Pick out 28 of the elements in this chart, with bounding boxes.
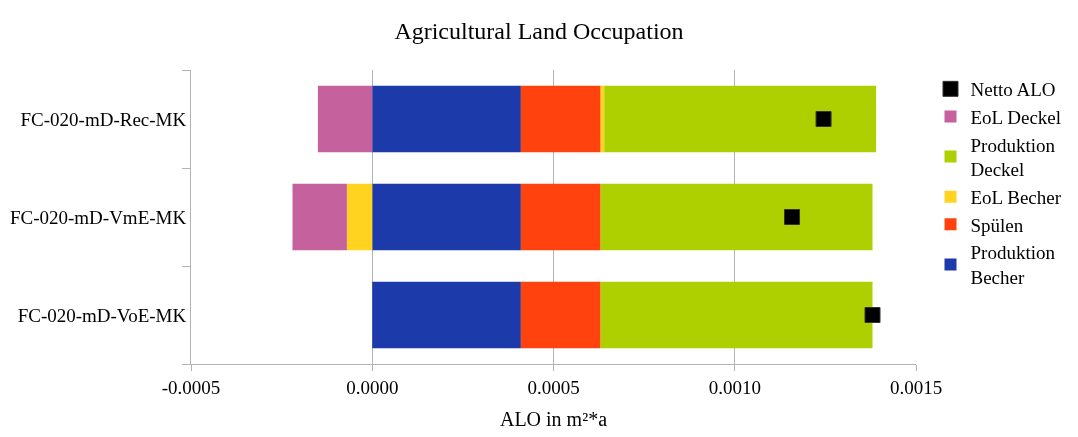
legend-label: EoL Deckel [970,106,1062,128]
bar [317,85,373,153]
bar [346,183,373,251]
bar [600,281,873,349]
y-tick-label: FC-020-mD-VmE-MK [9,206,187,228]
x-tick-label: 0.0000 [346,376,399,398]
x-tick-label: 0.0005 [527,376,580,398]
bar [600,183,873,251]
x-tick-label: 0.0010 [708,376,761,398]
bar [372,183,521,251]
bar [520,85,601,153]
x-tick-label: -0.0005 [161,376,221,398]
legend-label: Spülen [970,214,1024,236]
chart-title: Agricultural Land Occupation [394,17,684,44]
y-tick-label: FC-020-mD-Rec-MK [20,108,187,130]
bar [520,183,601,251]
y-tick-label: FC-020-mD-VoE-MK [17,304,187,326]
legend-label: Produktion Deckel [970,134,1056,181]
x-tick-label: 0.0015 [889,376,943,398]
bar [520,281,601,349]
bar [372,85,521,153]
x-axis-title: ALO in m²*a [499,408,608,431]
bar [372,281,521,349]
legend-label: EoL Becher [970,187,1062,209]
bar [292,183,347,251]
legend-label: Produktion Becher [970,242,1056,289]
bar [604,85,877,153]
legend-label: Netto ALO [970,79,1056,101]
